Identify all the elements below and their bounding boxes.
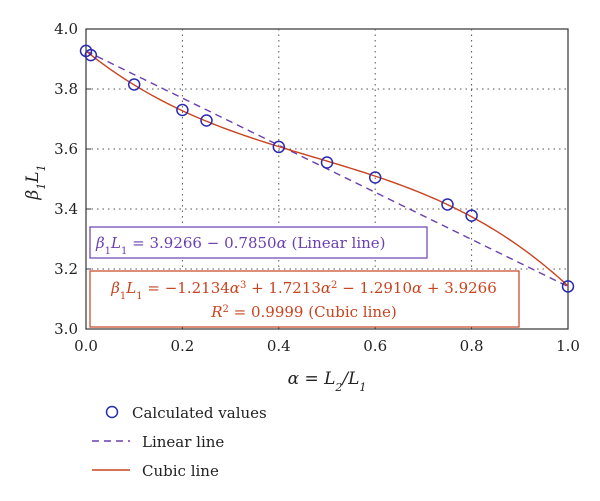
data-point: [368, 171, 382, 184]
data-point: [320, 156, 334, 169]
x-tick-label: 0.8: [460, 337, 484, 355]
y-tick-label: 3.8: [54, 80, 78, 98]
data-point: [465, 209, 478, 222]
x-axis-label: α = L2/L1: [288, 369, 367, 394]
data-point: [200, 114, 213, 127]
legend-label-calculated-values: Calculated values: [132, 404, 267, 422]
r-squared-text: R2 = 0.9999 (Cubic line): [210, 303, 397, 321]
data-point: [561, 280, 575, 293]
data-point: [84, 48, 98, 62]
series-cubic-line: [85, 50, 569, 287]
linear-line: [85, 50, 569, 288]
x-tick-label: 0.6: [363, 337, 387, 355]
cubic-equation: β1L1 = −1.2134α3 + 1.7213α2 − 1.2910α + …: [110, 279, 497, 302]
y-tick-label: 3.2: [54, 260, 78, 278]
data-point: [441, 198, 454, 211]
y-tick-label: 3.4: [54, 200, 78, 218]
legend-marker-calculated-values: [105, 405, 119, 419]
grid: [86, 29, 568, 329]
y-tick-label: 3.6: [54, 140, 78, 158]
y-tick-label: 3.0: [54, 320, 78, 338]
data-point: [176, 103, 189, 117]
x-tick-label: 1.0: [556, 337, 580, 355]
series-linear-line: [85, 50, 569, 288]
x-tick-label: 0.4: [267, 337, 291, 355]
legend: Calculated values Linear line Cubic line: [92, 404, 267, 480]
ticks: 0.0 0.2 0.4 0.6 0.8 1.0 3.0 3.2 3.4 3.6 3.8 4.0: [54, 20, 580, 355]
linear-equation-box: [89, 226, 428, 259]
data-point: [272, 140, 286, 154]
linear-equation: β1L1 = 3.9266 − 0.7850α (Linear line): [95, 234, 386, 257]
legend-label-cubic-line: Cubic line: [142, 462, 219, 480]
data-point: [127, 78, 141, 91]
cubic-equation-box: [89, 270, 520, 328]
x-tick-label: 0.0: [74, 337, 98, 355]
y-axis-label: β1L1: [23, 164, 48, 200]
x-tick-label: 0.2: [170, 337, 194, 355]
y-tick-label: 4.0: [54, 20, 78, 38]
legend-label-linear-line: Linear line: [142, 433, 224, 451]
series-calculated-values: [79, 44, 575, 293]
cubic-line: [85, 50, 569, 287]
